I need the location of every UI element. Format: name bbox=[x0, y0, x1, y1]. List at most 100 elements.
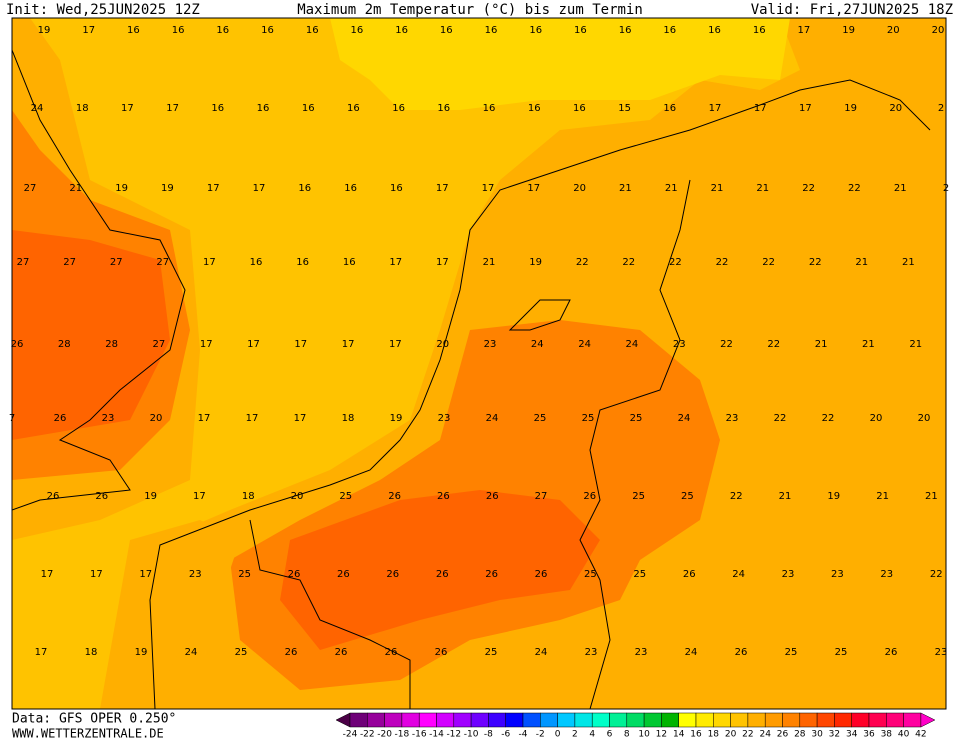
temperature-value: 25 bbox=[584, 569, 597, 580]
temperature-value: 16 bbox=[528, 103, 541, 114]
temperature-value: 17 bbox=[246, 413, 259, 424]
temperature-value: 22 bbox=[809, 257, 822, 268]
temperature-value: 22 bbox=[930, 569, 943, 580]
temperature-value: 21 bbox=[925, 491, 938, 502]
temperature-value: 20 bbox=[291, 491, 304, 502]
colorbar-swatch bbox=[522, 712, 541, 728]
temperature-value: 27 bbox=[535, 491, 548, 502]
temperature-value: 16 bbox=[172, 25, 185, 36]
temperature-value: 17 bbox=[798, 25, 811, 36]
coast-field bbox=[100, 520, 240, 709]
colorbar-swatch bbox=[470, 712, 489, 728]
temperature-value: 17 bbox=[198, 413, 211, 424]
temperature-value: 26 bbox=[535, 569, 548, 580]
temperature-value: 23 bbox=[438, 413, 451, 424]
temperature-value: 24 bbox=[486, 413, 499, 424]
colorbar-label: 18 bbox=[708, 730, 720, 740]
temperature-value: 17 bbox=[41, 569, 54, 580]
temperature-value: 19 bbox=[161, 183, 174, 194]
temperature-value: 26 bbox=[885, 647, 898, 658]
temperature-value: 18 bbox=[342, 413, 355, 424]
temperature-value: 20 bbox=[150, 413, 163, 424]
temperature-value: 16 bbox=[395, 25, 408, 36]
temperature-value: 19 bbox=[390, 413, 403, 424]
cool-band bbox=[330, 18, 790, 110]
temperature-value: 23 bbox=[935, 647, 948, 658]
temperature-value: 27 bbox=[24, 183, 37, 194]
temperature-value: 22 bbox=[762, 257, 775, 268]
temperature-value: 17 bbox=[342, 339, 355, 350]
temperature-value: 27 bbox=[110, 257, 123, 268]
temperature-value: 17 bbox=[294, 339, 307, 350]
temperature-value: 16 bbox=[485, 25, 498, 36]
temperature-value: 17 bbox=[166, 103, 179, 114]
temperature-value: 22 bbox=[767, 339, 780, 350]
temperature-value: 20 bbox=[436, 339, 449, 350]
temperature-value: 16 bbox=[298, 183, 311, 194]
temperature-value: 21 bbox=[902, 257, 915, 268]
colorbar-swatch bbox=[540, 712, 558, 728]
temperature-value: 18 bbox=[85, 647, 98, 658]
colorbar-swatch bbox=[816, 712, 835, 728]
hot-uk bbox=[12, 230, 170, 440]
colorbar-swatch bbox=[678, 712, 697, 728]
temperature-value: 20 bbox=[573, 183, 586, 194]
map-area: 19 17 16 16 16 16 16 16 16 16 16 16 16 16 16 16 16 17 19 20… bbox=[9, 17, 949, 710]
coastline-uk bbox=[12, 49, 186, 511]
temperature-value: 20 bbox=[932, 25, 945, 36]
colorbar-label: -18 bbox=[395, 730, 410, 740]
colorbar-swatch bbox=[782, 712, 801, 728]
temperature-value: 22 bbox=[576, 257, 589, 268]
colorbar-label: 0 bbox=[555, 730, 561, 740]
temperature-value: 16 bbox=[302, 103, 315, 114]
temperature-value: 16 bbox=[573, 103, 586, 114]
temperature-value: 16 bbox=[663, 25, 676, 36]
temperature-value: 21 bbox=[855, 257, 868, 268]
temperature-value: 17 bbox=[139, 569, 152, 580]
temperature-value: 16 bbox=[483, 103, 496, 114]
temperature-value: 25 bbox=[238, 569, 251, 580]
temperature-value: 22 bbox=[716, 257, 729, 268]
temperature-value: 20 bbox=[887, 25, 900, 36]
colorbar-label: 10 bbox=[638, 730, 650, 740]
temperature-value: 21 bbox=[815, 339, 828, 350]
valid-time: Valid: Fri,27JUN2025 18Z bbox=[751, 2, 953, 18]
coastline-continent bbox=[149, 79, 931, 709]
colorbar-label: 26 bbox=[777, 730, 789, 740]
temperature-value: 23 bbox=[831, 569, 844, 580]
temperature-value: 17 bbox=[247, 339, 260, 350]
temperature-value: 22 bbox=[822, 413, 835, 424]
colorbar-label: 14 bbox=[673, 730, 685, 740]
temperature-value: 21 bbox=[619, 183, 632, 194]
temperature-value: 23 bbox=[635, 647, 648, 658]
temperature-value: 17 bbox=[389, 257, 402, 268]
temperature-value: 21 bbox=[862, 339, 875, 350]
temperature-value: 26 bbox=[288, 569, 301, 580]
temperature-value: 16 bbox=[390, 183, 403, 194]
colorbar-swatch bbox=[436, 712, 455, 728]
colorbar-swatch bbox=[367, 712, 385, 728]
init-time: Init: Wed,25JUN2025 12Z bbox=[6, 2, 200, 18]
temperature-value: 17 bbox=[754, 103, 767, 114]
temperature-value: 16 bbox=[343, 257, 356, 268]
temperature-value: 21 bbox=[483, 257, 496, 268]
temperature-value: 23 bbox=[189, 569, 202, 580]
temperature-value: 17 bbox=[193, 491, 206, 502]
temperature-value: 21 bbox=[756, 183, 769, 194]
temperature-value: 27 bbox=[17, 257, 30, 268]
colorbar-swatch bbox=[453, 712, 472, 728]
temperature-value: 26 bbox=[436, 569, 449, 580]
temperature-value: 16 bbox=[347, 103, 360, 114]
temperature-value: 22 bbox=[669, 257, 682, 268]
temperature-value: 21 bbox=[69, 183, 82, 194]
temperature-value: 17 bbox=[389, 339, 402, 350]
colorbar-swatch bbox=[591, 712, 610, 728]
temperature-value: 19 bbox=[135, 647, 148, 658]
temperature-value: 20 bbox=[870, 413, 883, 424]
colorbar-label: 4 bbox=[589, 730, 595, 740]
temperature-value: 16 bbox=[127, 25, 140, 36]
colorbar-arrow-low bbox=[335, 712, 351, 728]
colorbar-swatch bbox=[609, 712, 628, 728]
border-nl-de bbox=[579, 179, 691, 709]
